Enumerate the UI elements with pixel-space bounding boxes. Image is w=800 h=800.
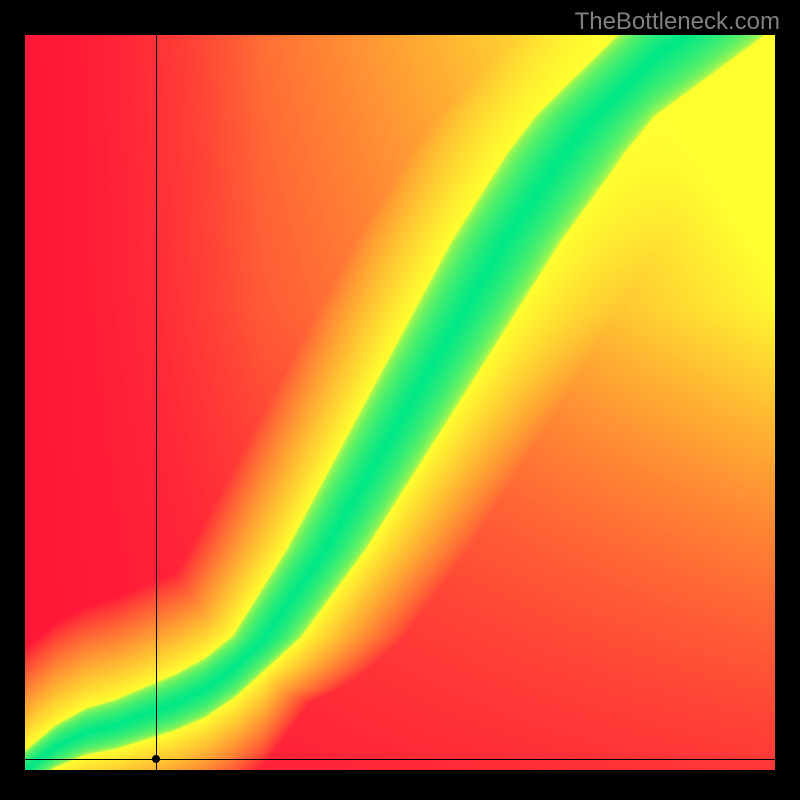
crosshair-vertical (156, 35, 157, 770)
crosshair-marker (152, 755, 160, 763)
heatmap-canvas (25, 35, 775, 770)
crosshair-horizontal (25, 759, 775, 760)
watermark-text: TheBottleneck.com (575, 8, 780, 36)
heatmap-plot (25, 35, 775, 770)
